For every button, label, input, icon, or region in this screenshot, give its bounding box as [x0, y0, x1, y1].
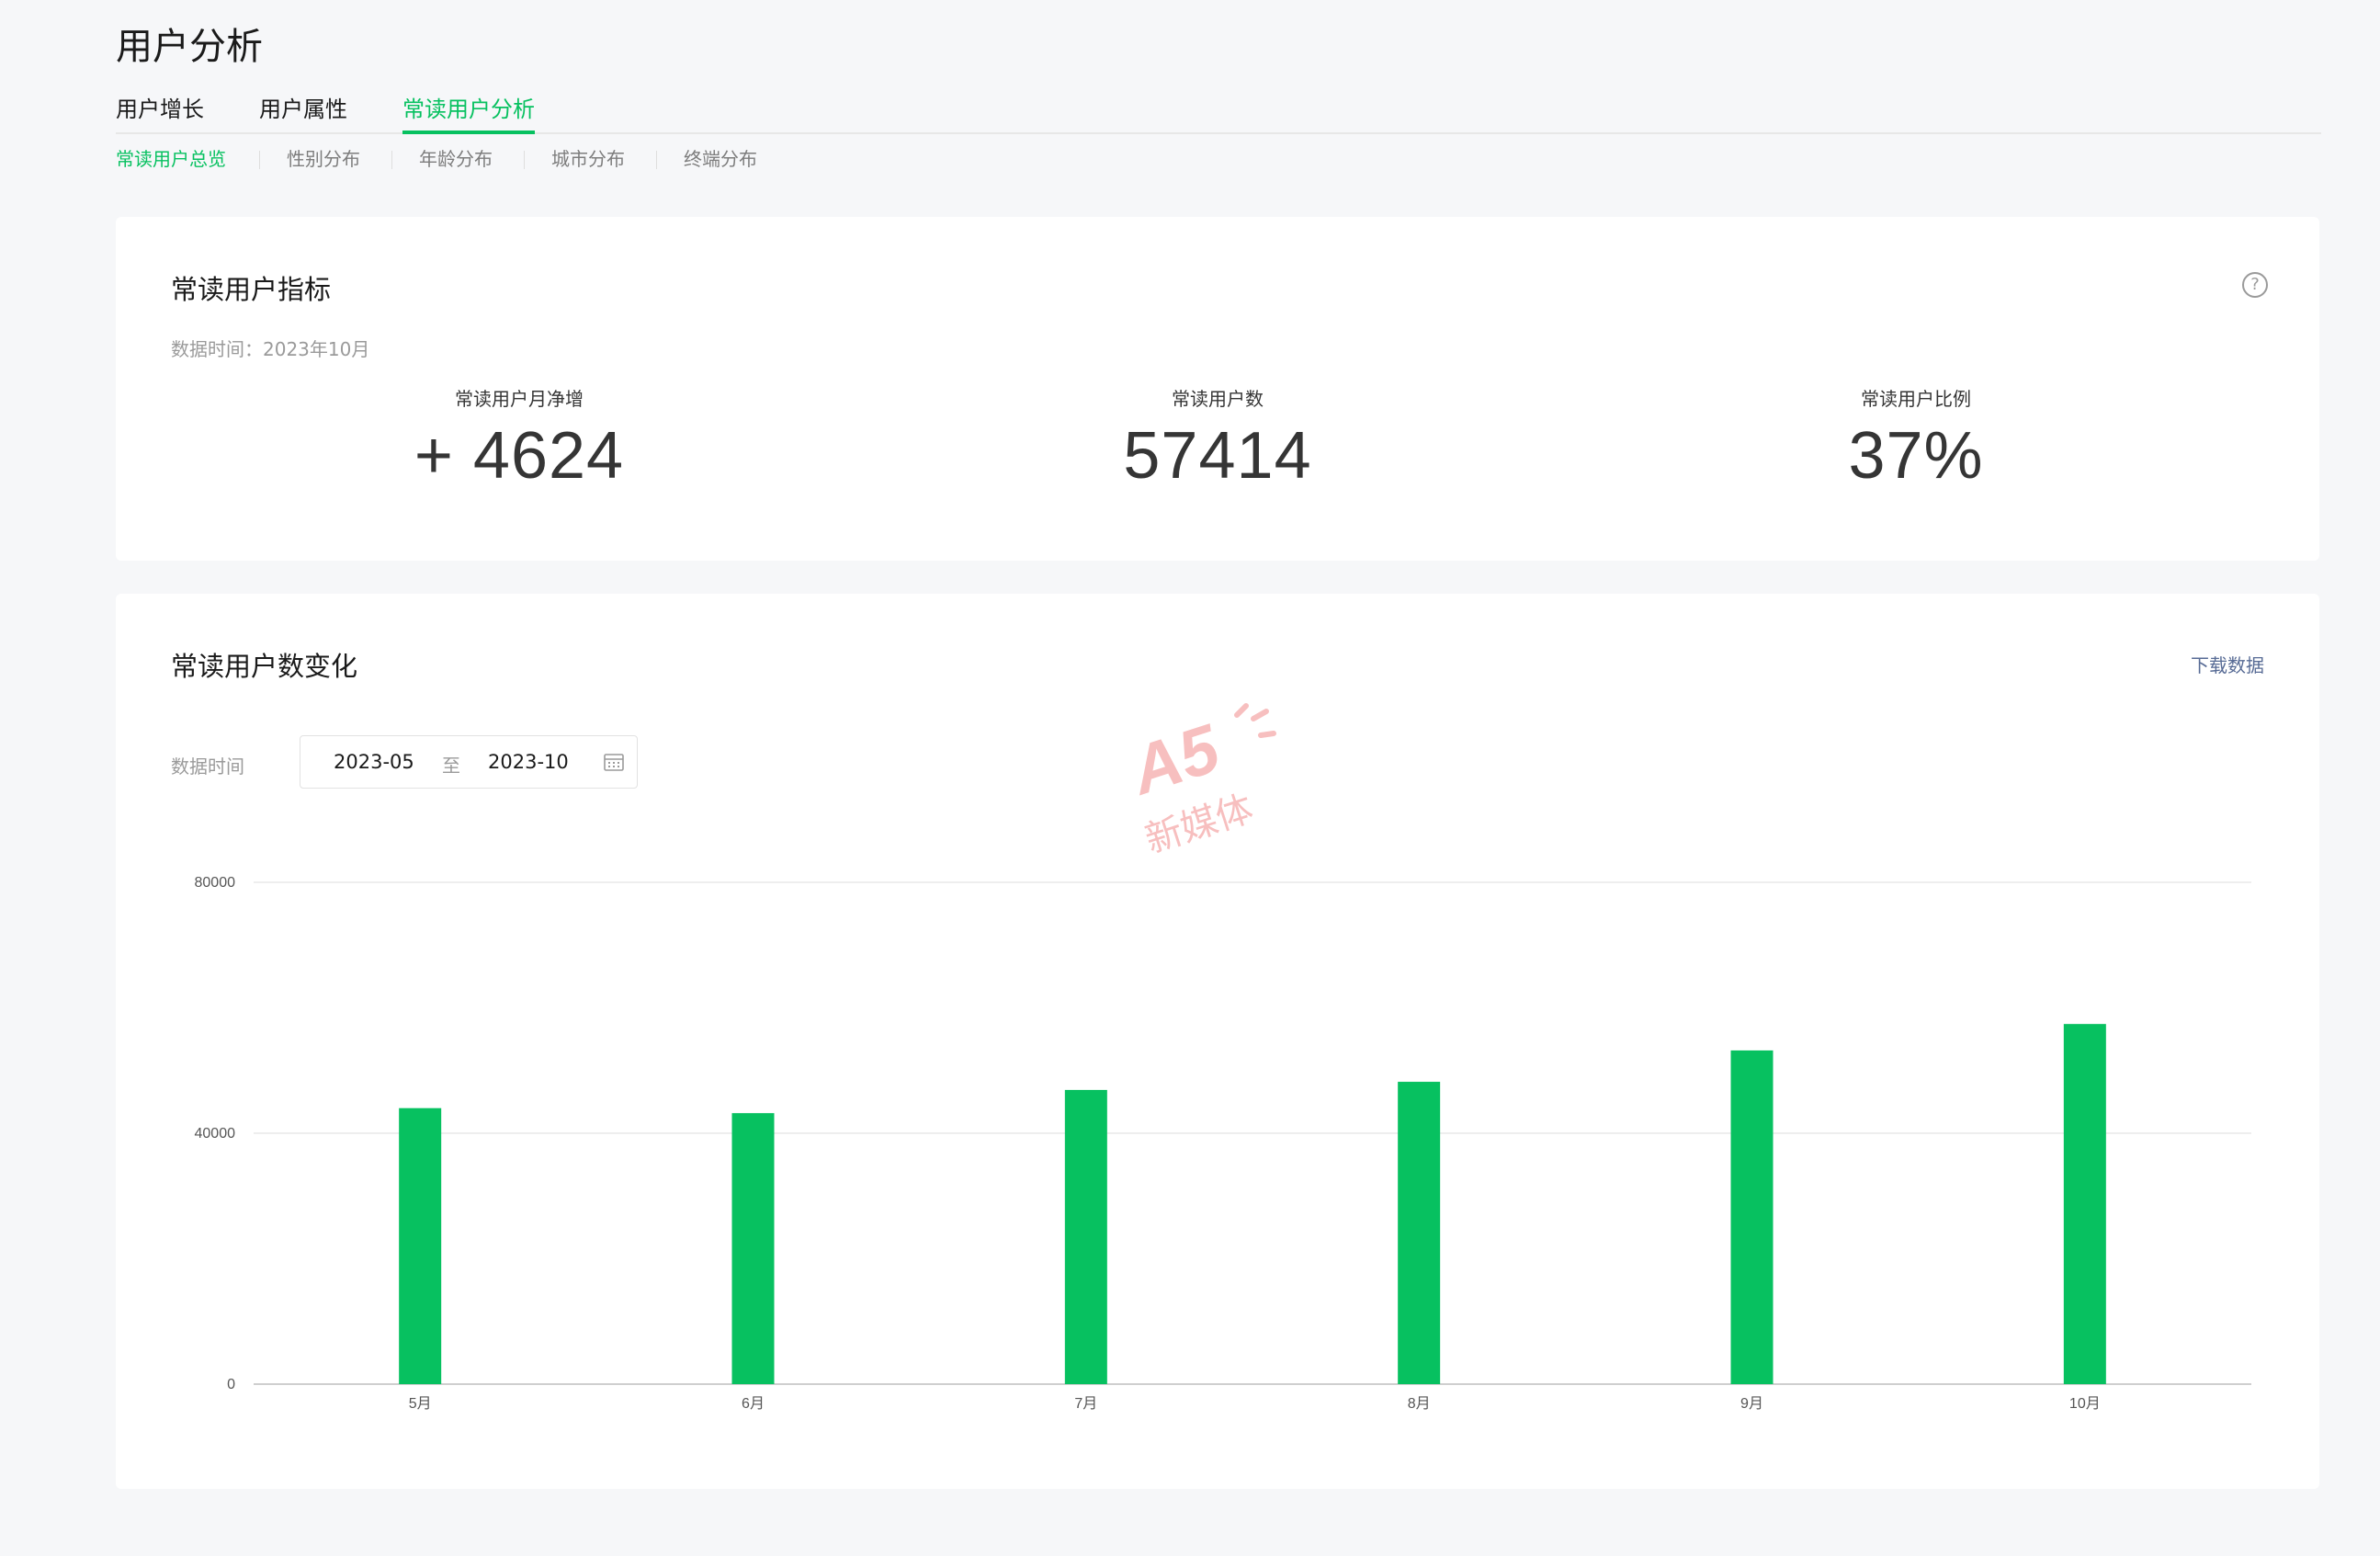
date-end-input[interactable]: 2023-10 — [488, 751, 569, 773]
subtab-divider — [524, 151, 525, 169]
bar[interactable] — [1064, 1089, 1107, 1384]
subtab-overview[interactable]: 常读用户总览 — [116, 148, 226, 170]
main-tabs: 用户增长 用户属性 常读用户分析 — [116, 92, 2321, 134]
date-range-picker[interactable]: 2023-05 至 2023-10 — [300, 735, 638, 789]
metric-label: 常读用户比例 — [1861, 388, 1971, 410]
x-tick-label: 7月 — [1074, 1396, 1097, 1412]
metric-value: 37% — [1848, 419, 1984, 493]
page-title: 用户分析 — [116, 26, 263, 68]
subtab-divider — [259, 151, 260, 169]
date-range-separator: 至 — [442, 755, 460, 777]
metric-value: 57414 — [1123, 419, 1312, 493]
metrics-card-title: 常读用户指标 — [171, 274, 332, 305]
bar[interactable] — [1730, 1050, 1774, 1384]
x-tick-label: 6月 — [742, 1396, 765, 1412]
trend-card: 常读用户数变化 下载数据 数据时间 2023-05 至 2023-10 0 400… — [116, 594, 2319, 1489]
question-circle-icon[interactable]: ? — [2242, 272, 2268, 298]
a5-watermark-logo: A5 新媒体 — [1127, 703, 1276, 855]
tab-frequent-user-analysis[interactable]: 常读用户分析 — [402, 92, 535, 134]
download-data-link[interactable]: 下载数据 — [2191, 654, 2264, 676]
svg-text:A5: A5 — [1127, 709, 1230, 809]
subtab-city[interactable]: 城市分布 — [551, 148, 625, 170]
frequent-users-bar-chart: 0 40000 80000 5月 6月 7月 8月 9月 10月 — [195, 875, 2251, 1412]
x-tick-label: 8月 — [1408, 1396, 1431, 1412]
y-tick-label: 40000 — [195, 1126, 236, 1141]
metric-label: 常读用户月净增 — [455, 388, 584, 410]
x-tick-label: 5月 — [409, 1396, 432, 1412]
bar[interactable] — [1398, 1082, 1441, 1384]
metric-user-count: 常读用户数 57414 — [988, 384, 1447, 494]
y-tick-label: 80000 — [195, 875, 236, 891]
subtab-age[interactable]: 年龄分布 — [419, 148, 493, 170]
calendar-icon[interactable] — [604, 753, 624, 771]
bar[interactable] — [731, 1113, 775, 1384]
date-range-label: 数据时间 — [171, 755, 244, 778]
trend-card-title: 常读用户数变化 — [171, 651, 358, 682]
x-tick-label: 10月 — [2069, 1396, 2101, 1412]
metric-user-ratio: 常读用户比例 37% — [1686, 384, 2146, 494]
x-tick-label: 9月 — [1740, 1396, 1763, 1412]
subtab-divider — [391, 151, 392, 169]
metrics-card: 常读用户指标 ? 数据时间：2023年10月 常读用户月净增 + 4624 常读… — [116, 217, 2319, 561]
subtab-device[interactable]: 终端分布 — [684, 148, 757, 170]
subtab-divider — [656, 151, 657, 169]
metric-net-growth: 常读用户月净增 + 4624 — [289, 384, 749, 494]
subtab-gender[interactable]: 性别分布 — [287, 148, 360, 170]
metric-label: 常读用户数 — [1172, 388, 1264, 410]
tab-user-growth[interactable]: 用户增长 — [116, 97, 204, 122]
bar[interactable] — [2063, 1024, 2106, 1384]
metric-value: + 4624 — [414, 419, 625, 493]
tab-user-attributes[interactable]: 用户属性 — [259, 97, 347, 122]
date-start-input[interactable]: 2023-05 — [334, 751, 414, 773]
metrics-data-time: 数据时间：2023年10月 — [171, 338, 370, 360]
bar[interactable] — [399, 1107, 442, 1384]
y-tick-label: 0 — [227, 1377, 235, 1392]
